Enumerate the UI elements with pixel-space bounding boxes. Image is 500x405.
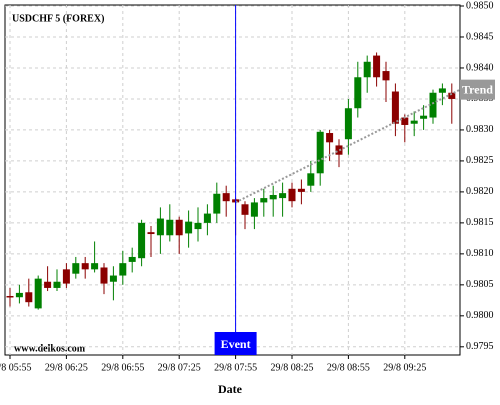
candle-body xyxy=(448,92,456,99)
trend-line xyxy=(235,88,461,204)
watermark: www.delkos.com xyxy=(14,343,86,354)
candle-body xyxy=(91,263,99,270)
candle-body xyxy=(307,173,315,186)
candle-body xyxy=(53,281,61,288)
y-tick-label: 0.9800 xyxy=(466,310,494,321)
candle-body xyxy=(119,263,127,276)
candle-body xyxy=(429,92,437,118)
candle-body xyxy=(34,278,42,309)
candle-body xyxy=(391,91,399,124)
candle-body xyxy=(222,193,230,202)
y-tick-label: 0.9820 xyxy=(466,186,494,197)
candle-body xyxy=(288,188,296,202)
candle-body xyxy=(44,281,52,288)
candle-body xyxy=(269,194,277,200)
x-axis-title: Date xyxy=(218,382,243,396)
y-tick-label: 0.9810 xyxy=(466,248,494,259)
candle-body xyxy=(241,204,249,215)
y-tick-label: 0.9825 xyxy=(466,155,494,166)
y-tick-label: 0.9795 xyxy=(466,341,494,352)
y-tick-label: 0.9830 xyxy=(466,124,494,135)
candle-body xyxy=(185,221,193,234)
x-tick-label: 29/8 05:55 xyxy=(0,362,32,373)
candle-body xyxy=(194,222,202,230)
candle-body xyxy=(326,133,334,143)
candle-body xyxy=(363,61,371,78)
x-tick-label: 29/8 07:55 xyxy=(214,362,257,373)
candle-body xyxy=(373,55,381,78)
candle-body xyxy=(213,193,221,214)
candle-body xyxy=(156,218,164,236)
candle-body xyxy=(166,219,174,236)
candle-body xyxy=(335,145,343,155)
x-tick-label: 29/8 08:55 xyxy=(327,362,370,373)
candle-body xyxy=(354,77,362,109)
event-label-box xyxy=(214,332,257,355)
candle-body xyxy=(25,292,33,303)
x-tick-label: 29/8 08:25 xyxy=(270,362,313,373)
trend-label-box xyxy=(460,79,495,100)
candle-body xyxy=(401,117,409,125)
y-tick-label: 0.9805 xyxy=(466,279,494,290)
candle-body xyxy=(62,269,70,284)
candle-body xyxy=(420,115,428,119)
candle-body xyxy=(138,222,146,259)
y-tick-label: 0.9840 xyxy=(466,62,494,73)
candle-body xyxy=(316,131,324,174)
candle-body xyxy=(6,295,14,298)
chart-title: USDCHF 5 (FOREX) xyxy=(12,13,104,24)
candle-body xyxy=(147,232,155,235)
candle-body xyxy=(410,120,418,124)
candle-body xyxy=(128,256,136,262)
candle-body xyxy=(175,219,183,236)
candle-body xyxy=(382,71,390,81)
candle-body xyxy=(100,267,108,284)
candle-body xyxy=(109,275,117,282)
x-tick-label: 29/8 07:25 xyxy=(158,362,201,373)
candle-body xyxy=(279,193,287,199)
event-label: Event xyxy=(221,337,251,351)
candle-body xyxy=(15,292,23,298)
candle-body xyxy=(297,188,305,192)
x-tick-label: 29/8 06:55 xyxy=(101,362,144,373)
candle-body xyxy=(438,88,446,93)
y-tick-label: 0.9815 xyxy=(466,217,494,228)
candle-body xyxy=(81,263,89,270)
y-tick-label: 0.9850 xyxy=(466,0,494,11)
candle-body xyxy=(344,108,352,140)
candle-body xyxy=(203,213,211,223)
plot-frame xyxy=(4,4,461,356)
x-tick-label: 29/8 09:25 xyxy=(383,362,426,373)
candle-body xyxy=(260,198,268,203)
x-tick-label: 29/8 06:25 xyxy=(45,362,88,373)
y-tick-label: 0.9845 xyxy=(466,31,494,42)
trend-label: Trend xyxy=(462,82,493,96)
candle-body xyxy=(250,202,258,217)
candle-body xyxy=(72,263,80,274)
